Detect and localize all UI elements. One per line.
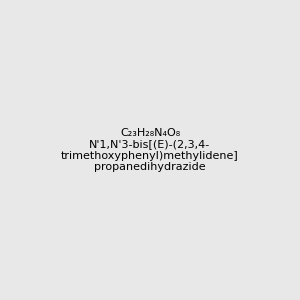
Text: C₂₃H₂₈N₄O₈
N'1,N'3-bis[(E)-(2,3,4-
trimethoxyphenyl)methylidene]
propanedihydraz: C₂₃H₂₈N₄O₈ N'1,N'3-bis[(E)-(2,3,4- trime… bbox=[61, 128, 239, 172]
